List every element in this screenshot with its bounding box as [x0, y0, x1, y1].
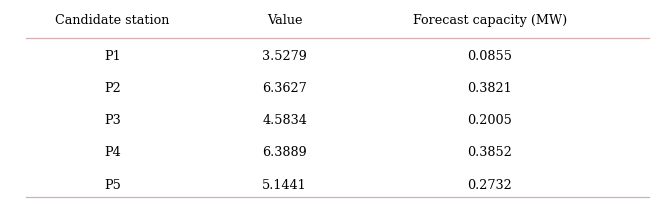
- Text: P3: P3: [104, 114, 121, 127]
- Text: 0.2005: 0.2005: [467, 114, 512, 127]
- Text: Value: Value: [267, 14, 303, 27]
- Text: 6.3627: 6.3627: [262, 82, 307, 95]
- Text: P4: P4: [104, 146, 121, 159]
- Text: P2: P2: [104, 82, 121, 95]
- Text: 0.0855: 0.0855: [467, 50, 512, 63]
- Text: P1: P1: [104, 50, 121, 63]
- Text: 0.2732: 0.2732: [467, 178, 512, 192]
- Text: 5.1441: 5.1441: [262, 178, 307, 192]
- Text: Candidate station: Candidate station: [56, 14, 169, 27]
- Text: 4.5834: 4.5834: [262, 114, 307, 127]
- Text: Forecast capacity (MW): Forecast capacity (MW): [412, 14, 567, 27]
- Text: 6.3889: 6.3889: [262, 146, 307, 159]
- Text: 0.3821: 0.3821: [467, 82, 512, 95]
- Text: 0.3852: 0.3852: [467, 146, 512, 159]
- Text: 3.5279: 3.5279: [262, 50, 307, 63]
- Text: P5: P5: [104, 178, 121, 192]
